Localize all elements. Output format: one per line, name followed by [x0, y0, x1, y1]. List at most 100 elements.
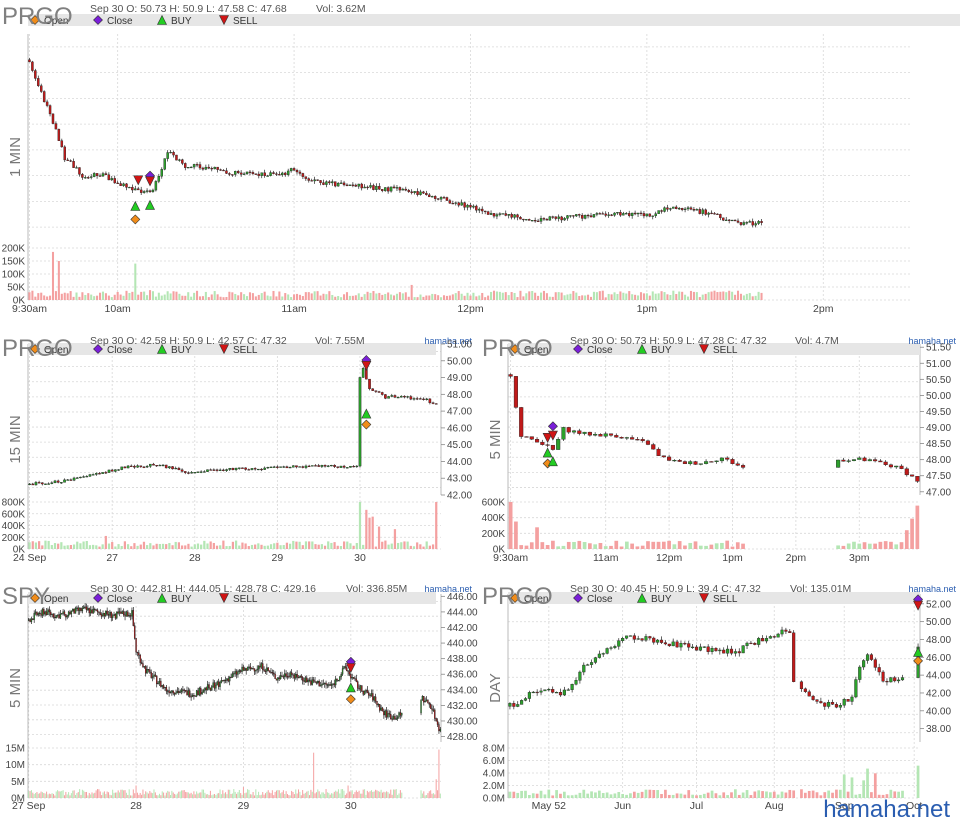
candle-body: [695, 209, 699, 211]
candle-body: [143, 666, 146, 668]
candle-body: [209, 469, 212, 471]
volume-bar: [198, 296, 202, 300]
candle-body: [180, 689, 183, 692]
candle-body: [799, 681, 804, 690]
open-marker: [30, 593, 40, 603]
volume-bar: [79, 543, 82, 549]
candle-body: [328, 684, 330, 686]
candle-body: [62, 611, 64, 614]
candle-body: [53, 480, 57, 483]
candle-body: [823, 702, 827, 707]
grid: [28, 594, 441, 799]
candle-body: [667, 643, 671, 647]
volume-bar: [228, 291, 231, 300]
volume-bar: [160, 295, 163, 300]
candle-body: [134, 188, 137, 191]
candle-body: [153, 674, 155, 677]
volume-bar: [528, 291, 531, 300]
candle-body: [819, 701, 823, 704]
volume-bar: [252, 791, 254, 798]
candle-body: [290, 672, 293, 675]
volume-tick-label: 200K: [2, 533, 26, 544]
candle-body: [617, 640, 621, 647]
candle-body: [415, 398, 419, 400]
candle-body: [260, 172, 263, 176]
candle-body: [357, 183, 360, 187]
volume-bar: [149, 790, 151, 798]
candle-body: [827, 702, 831, 707]
volume-bar: [69, 544, 73, 549]
volume-bar: [301, 545, 304, 549]
volume-bar: [108, 792, 110, 798]
candle-body: [645, 213, 649, 217]
candle-body: [387, 713, 389, 718]
volume-bar: [337, 296, 340, 300]
volume-tick-label: 4.0M: [483, 769, 505, 780]
price-tick-label: 48.00: [926, 635, 951, 646]
candle-body: [425, 192, 428, 196]
volume-bar: [203, 789, 205, 798]
volume-bar: [79, 789, 81, 798]
candle-body: [183, 471, 187, 473]
volume-bar: [431, 544, 435, 549]
volume-bar: [866, 768, 869, 798]
volume-bar: [792, 790, 796, 798]
volume-bar: [291, 790, 293, 798]
candle-body: [145, 466, 149, 468]
volume-bar: [63, 795, 65, 798]
candle-body: [555, 692, 559, 694]
volume-bar: [725, 292, 728, 300]
volume-bar: [259, 795, 261, 798]
volume-bar: [368, 792, 370, 798]
volume-bar: [72, 544, 76, 549]
volume-bar: [198, 792, 200, 798]
volume-bar: [295, 293, 299, 300]
volume-bar: [666, 294, 669, 300]
volume-bar: [266, 545, 269, 549]
candle-body: [124, 614, 126, 617]
open-marker: [30, 344, 40, 354]
price-tick-label: 42.00: [926, 688, 951, 699]
price-tick-label: 43.00: [447, 474, 472, 485]
candle-body: [328, 181, 331, 184]
candle-body: [551, 216, 555, 218]
candle-body: [119, 183, 122, 186]
candle-body: [648, 213, 652, 217]
volume-bar: [76, 793, 78, 798]
volume-bar: [396, 542, 400, 549]
volume-bar: [522, 296, 525, 300]
candle-body: [138, 652, 140, 656]
candle-body: [371, 388, 375, 391]
candle-body: [701, 209, 704, 214]
candle-body: [81, 174, 84, 178]
volume-tick-label: 400K: [2, 521, 26, 532]
candle-body: [593, 657, 598, 663]
candle-body: [259, 665, 261, 668]
candle-body: [379, 704, 381, 711]
volume-bar: [590, 791, 593, 798]
candle-body: [103, 613, 106, 616]
candle-body: [212, 469, 216, 471]
trade-markers: [130, 170, 155, 225]
candle-body: [478, 208, 481, 211]
candle-body: [219, 169, 222, 171]
candle-body: [63, 146, 66, 161]
volume-bar: [171, 790, 173, 798]
legend-open-label: Open: [524, 594, 548, 605]
candle-body: [234, 467, 238, 470]
candle-body: [607, 214, 610, 216]
candle-body: [195, 690, 198, 697]
candle-body: [372, 185, 375, 190]
candle-body: [301, 466, 305, 468]
candle-body: [164, 464, 168, 469]
volume-bar: [337, 789, 339, 798]
volume-bar: [364, 789, 366, 798]
volume-bar: [434, 794, 436, 798]
candle-body: [89, 176, 93, 178]
volume-bar: [589, 296, 593, 300]
volume-bar: [562, 791, 566, 798]
volume-bar: [836, 545, 840, 549]
candle-body: [469, 204, 472, 208]
volume-bar: [143, 291, 146, 300]
